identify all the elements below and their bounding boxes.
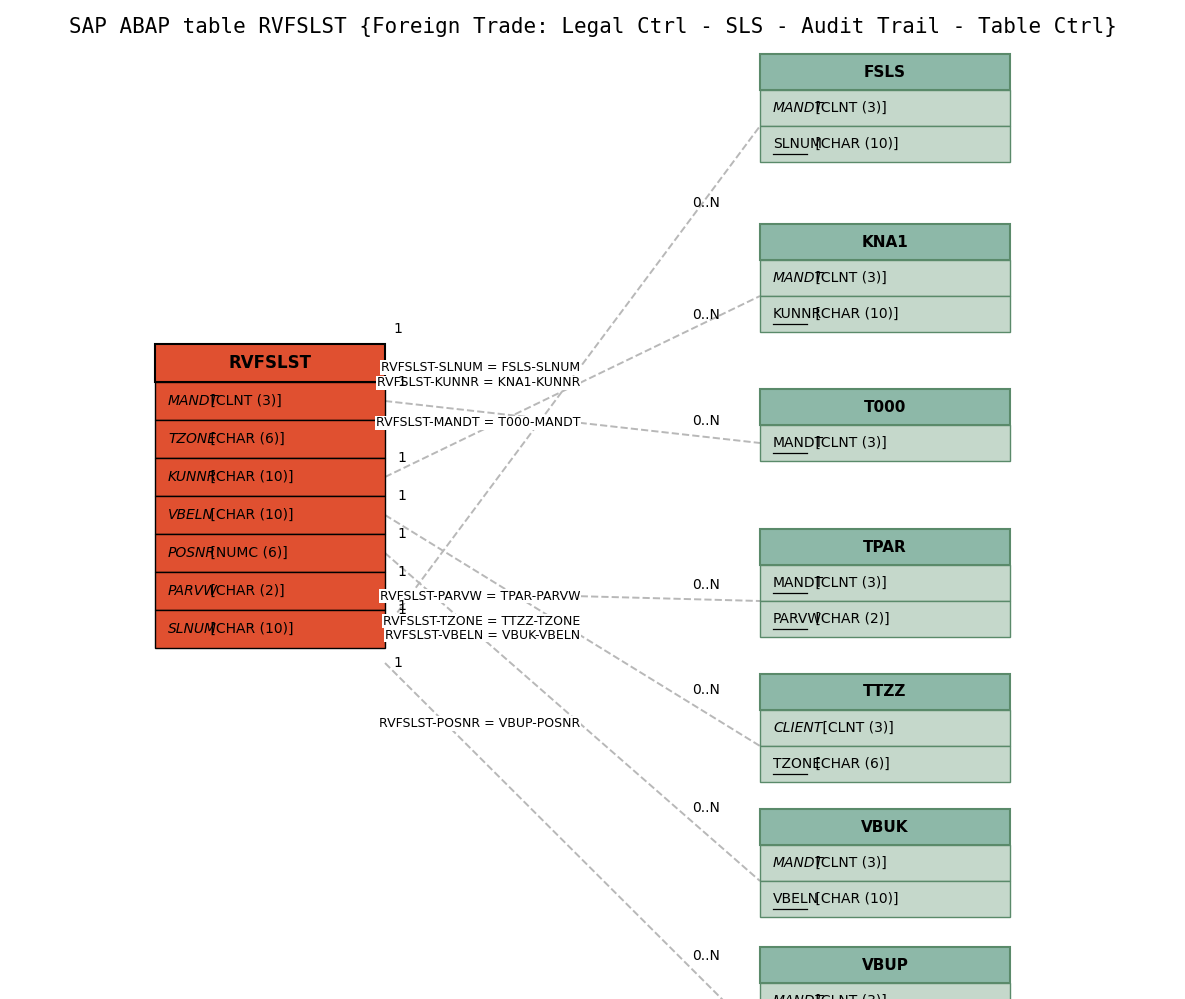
Text: MANDT: MANDT: [773, 101, 824, 115]
Text: 0..N: 0..N: [692, 415, 720, 429]
Text: [CLNT (3)]: [CLNT (3)]: [811, 994, 886, 999]
FancyBboxPatch shape: [760, 126, 1010, 162]
Text: PARVW: PARVW: [773, 612, 822, 626]
Text: VBUP: VBUP: [861, 957, 909, 972]
Text: [CLNT (3)]: [CLNT (3)]: [811, 576, 886, 590]
Text: 0..N: 0..N: [692, 801, 720, 815]
Text: KUNNR: KUNNR: [168, 470, 217, 484]
Text: 1: 1: [397, 603, 406, 617]
Text: T000: T000: [864, 400, 907, 415]
Text: PARVW: PARVW: [168, 584, 218, 598]
Text: RVFSLST-POSNR = VBUP-POSNR: RVFSLST-POSNR = VBUP-POSNR: [379, 717, 579, 730]
FancyBboxPatch shape: [155, 572, 385, 610]
FancyBboxPatch shape: [155, 534, 385, 572]
Text: 1: 1: [397, 565, 406, 579]
Text: 0..N: 0..N: [692, 683, 720, 697]
Text: [CHAR (10)]: [CHAR (10)]: [811, 307, 898, 321]
Text: [CHAR (6)]: [CHAR (6)]: [811, 757, 890, 771]
Text: RVFSLST-TZONE = TTZZ-TZONE: RVFSLST-TZONE = TTZZ-TZONE: [383, 614, 579, 627]
Text: [CHAR (10)]: [CHAR (10)]: [206, 470, 294, 484]
Text: POSNR: POSNR: [168, 546, 216, 560]
Text: [CLNT (3)]: [CLNT (3)]: [818, 721, 893, 735]
FancyBboxPatch shape: [760, 710, 1010, 746]
Text: 1: 1: [393, 322, 402, 336]
Text: KNA1: KNA1: [861, 235, 909, 250]
Text: TTZZ: TTZZ: [864, 684, 907, 699]
Text: MANDT: MANDT: [773, 994, 824, 999]
Text: [CLNT (3)]: [CLNT (3)]: [811, 856, 886, 870]
Text: [NUMC (6)]: [NUMC (6)]: [206, 546, 288, 560]
FancyBboxPatch shape: [760, 90, 1010, 126]
Text: [CHAR (10)]: [CHAR (10)]: [811, 892, 898, 906]
Text: 0..N: 0..N: [692, 308, 720, 322]
Text: RVFSLST-VBELN = VBUK-VBELN: RVFSLST-VBELN = VBUK-VBELN: [385, 628, 579, 641]
Text: RVFSLST: RVFSLST: [229, 354, 312, 372]
FancyBboxPatch shape: [760, 296, 1010, 332]
Text: [CLNT (3)]: [CLNT (3)]: [811, 101, 886, 115]
Text: [CHAR (10)]: [CHAR (10)]: [206, 622, 294, 636]
Text: 0..N: 0..N: [692, 196, 720, 210]
FancyBboxPatch shape: [155, 458, 385, 496]
FancyBboxPatch shape: [155, 344, 385, 382]
FancyBboxPatch shape: [155, 420, 385, 458]
Text: VBELN: VBELN: [168, 508, 213, 522]
FancyBboxPatch shape: [760, 224, 1010, 260]
FancyBboxPatch shape: [155, 382, 385, 420]
Text: 1: 1: [393, 656, 402, 670]
FancyBboxPatch shape: [760, 389, 1010, 425]
FancyBboxPatch shape: [760, 947, 1010, 983]
Text: [CHAR (10)]: [CHAR (10)]: [206, 508, 294, 522]
FancyBboxPatch shape: [760, 746, 1010, 782]
Text: KUNNR: KUNNR: [773, 307, 822, 321]
FancyBboxPatch shape: [760, 674, 1010, 710]
Text: SLNUM: SLNUM: [773, 137, 822, 151]
Text: MANDT: MANDT: [773, 436, 824, 450]
FancyBboxPatch shape: [155, 496, 385, 534]
FancyBboxPatch shape: [155, 610, 385, 648]
Text: TZONE: TZONE: [773, 757, 821, 771]
Text: [CLNT (3)]: [CLNT (3)]: [206, 394, 282, 408]
Text: RVFSLST-MANDT = T000-MANDT: RVFSLST-MANDT = T000-MANDT: [376, 417, 579, 430]
Text: [CLNT (3)]: [CLNT (3)]: [811, 436, 886, 450]
Text: [CHAR (6)]: [CHAR (6)]: [206, 432, 284, 446]
Text: MANDT: MANDT: [168, 394, 219, 408]
FancyBboxPatch shape: [760, 881, 1010, 917]
Text: CLIENT: CLIENT: [773, 721, 822, 735]
Text: MANDT: MANDT: [773, 856, 824, 870]
Text: FSLS: FSLS: [864, 65, 907, 80]
FancyBboxPatch shape: [760, 260, 1010, 296]
Text: [CHAR (2)]: [CHAR (2)]: [811, 612, 890, 626]
Text: [CHAR (10)]: [CHAR (10)]: [811, 137, 898, 151]
Text: 0..N: 0..N: [692, 578, 720, 592]
FancyBboxPatch shape: [760, 601, 1010, 637]
FancyBboxPatch shape: [760, 529, 1010, 565]
Text: RVFSLST-KUNNR = KNA1-KUNNR: RVFSLST-KUNNR = KNA1-KUNNR: [377, 377, 579, 390]
Text: MANDT: MANDT: [773, 271, 824, 285]
Text: [CHAR (2)]: [CHAR (2)]: [206, 584, 284, 598]
FancyBboxPatch shape: [760, 983, 1010, 999]
Text: VBUK: VBUK: [861, 819, 909, 834]
Text: 1: 1: [397, 527, 406, 541]
Text: 1: 1: [397, 451, 406, 465]
Text: TZONE: TZONE: [168, 432, 216, 446]
Text: SLNUM: SLNUM: [168, 622, 217, 636]
FancyBboxPatch shape: [760, 809, 1010, 845]
Text: TPAR: TPAR: [863, 539, 907, 554]
FancyBboxPatch shape: [760, 845, 1010, 881]
Text: 1: 1: [397, 599, 406, 613]
Text: 0..N: 0..N: [692, 949, 720, 963]
Text: MANDT: MANDT: [773, 576, 824, 590]
Text: SAP ABAP table RVFSLST {Foreign Trade: Legal Ctrl - SLS - Audit Trail - Table Ct: SAP ABAP table RVFSLST {Foreign Trade: L…: [69, 17, 1116, 37]
Text: 1: 1: [397, 489, 406, 503]
FancyBboxPatch shape: [760, 425, 1010, 461]
Text: VBELN: VBELN: [773, 892, 819, 906]
Text: [CLNT (3)]: [CLNT (3)]: [811, 271, 886, 285]
FancyBboxPatch shape: [760, 565, 1010, 601]
Text: 1: 1: [397, 375, 406, 389]
Text: RVFSLST-PARVW = TPAR-PARVW: RVFSLST-PARVW = TPAR-PARVW: [379, 589, 579, 602]
Text: RVFSLST-SLNUM = FSLS-SLNUM: RVFSLST-SLNUM = FSLS-SLNUM: [380, 361, 579, 374]
FancyBboxPatch shape: [760, 54, 1010, 90]
